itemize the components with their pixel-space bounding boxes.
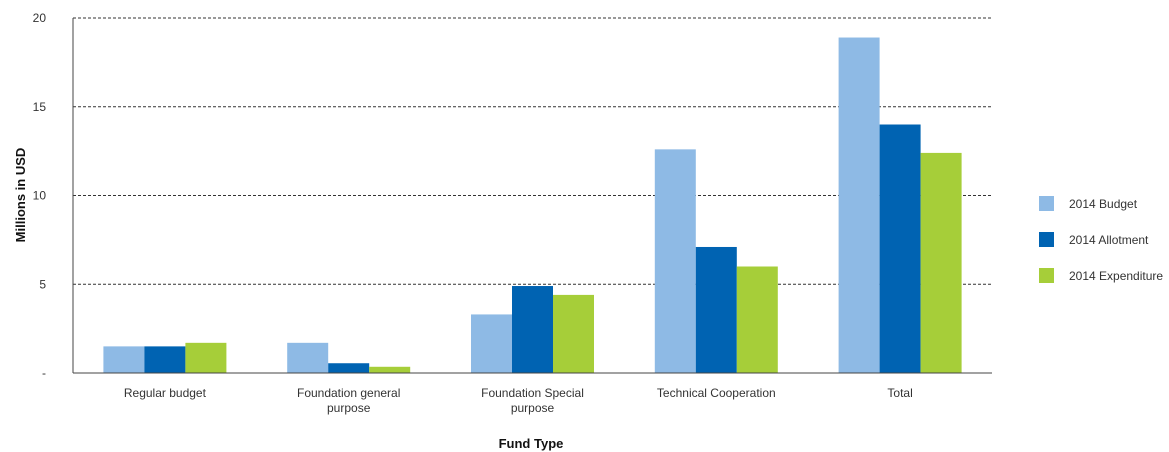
- y-tick-label: 10: [33, 189, 47, 203]
- x-tick-label: Regular budget: [124, 386, 207, 400]
- bar: [879, 124, 921, 373]
- x-tick-label: Total: [887, 386, 912, 400]
- bar: [103, 346, 145, 373]
- bar: [144, 346, 186, 373]
- bar: [920, 152, 962, 373]
- legend-swatch: [1039, 196, 1054, 211]
- legend-label: 2014 Allotment: [1069, 233, 1149, 247]
- bars: [103, 37, 962, 374]
- y-tick-label: 15: [33, 100, 47, 114]
- axes: - 5 10 15 20 Regular budget Foundation general…: [33, 11, 992, 415]
- bar: [736, 266, 778, 373]
- bar: [328, 363, 370, 373]
- bar: [287, 342, 329, 373]
- legend-swatch: [1039, 268, 1054, 283]
- legend-label: 2014 Expenditure: [1069, 269, 1163, 283]
- y-tick-label: 5: [39, 277, 46, 291]
- x-tick-label: Foundation general purpose: [297, 386, 400, 415]
- x-tick-label: Foundation Special purpose: [481, 386, 584, 415]
- y-axis-title: Millions in USD: [13, 148, 28, 243]
- legend: 2014 Budget 2014 Allotment 2014 Expenditur…: [1039, 196, 1163, 283]
- bar: [553, 294, 594, 373]
- bar: [512, 286, 553, 373]
- legend-swatch: [1039, 232, 1054, 247]
- bar: [695, 246, 737, 373]
- bar: [838, 37, 880, 374]
- x-tick-label: Technical Cooperation: [657, 386, 776, 400]
- bar: [369, 366, 411, 373]
- x-axis-title: Fund Type: [499, 436, 564, 451]
- bar: [185, 342, 227, 373]
- bar: [471, 314, 512, 373]
- bar: [654, 149, 696, 373]
- y-tick-label: -: [42, 366, 46, 380]
- legend-label: 2014 Budget: [1069, 197, 1138, 211]
- y-tick-label: 20: [33, 11, 47, 25]
